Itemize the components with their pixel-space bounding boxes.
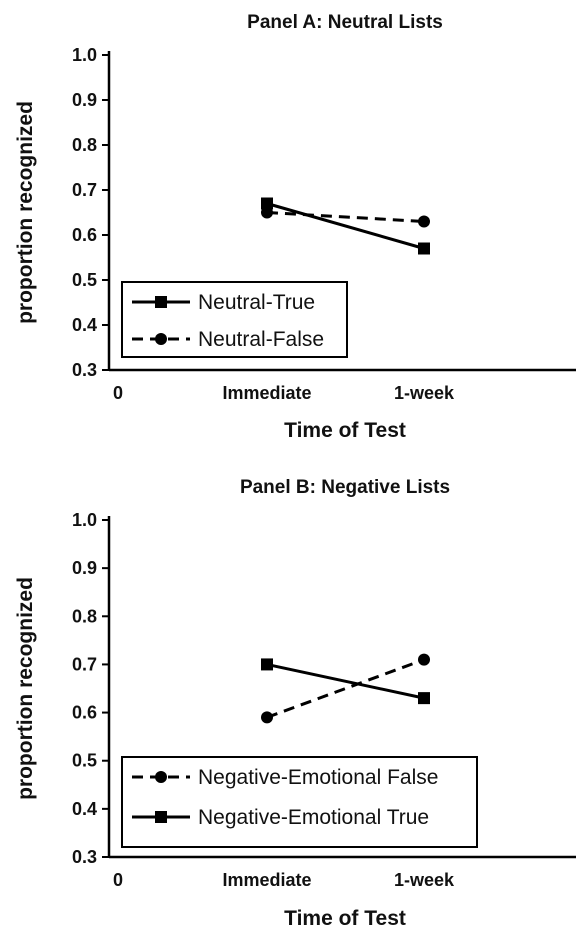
series-line	[266, 658, 425, 719]
x-tick-label: Immediate	[222, 383, 311, 403]
chart-title: Panel A: Neutral Lists	[247, 12, 443, 33]
legend-marker-square	[155, 811, 167, 823]
y-tick-label: 0.7	[72, 654, 97, 674]
legend-label: Neutral-True	[198, 291, 315, 314]
x-axis-title: Time of Test	[284, 907, 406, 930]
x-origin-label: 0	[113, 870, 123, 890]
y-tick-label: 0.8	[72, 606, 97, 626]
series-neutral-true	[261, 197, 430, 255]
legend-marker-circle	[155, 333, 167, 345]
y-tick-label: 0.3	[72, 847, 97, 867]
chart-panel-b: Panel B: Negative Lists 0.3 0.4 0.5 0.6 0.7 0.…	[14, 477, 576, 930]
x-tick-label: Immediate	[222, 870, 311, 890]
data-point-circle	[418, 653, 430, 666]
y-tick-label: 0.9	[72, 558, 97, 578]
legend-label: Negative-Emotional True	[198, 806, 429, 829]
series-line	[266, 202, 425, 250]
legend: Neutral-True Neutral-False	[121, 281, 348, 358]
chart-title: Panel B: Negative Lists	[240, 477, 450, 498]
x-tick-label: 1-week	[394, 383, 455, 403]
legend-marker-circle	[155, 771, 167, 783]
legend-label: Negative-Emotional False	[198, 766, 438, 789]
series-neutral-false	[261, 206, 430, 228]
series-negative-emotional-false	[261, 653, 430, 724]
series-line	[266, 211, 425, 223]
y-tick-label: 0.3	[72, 360, 97, 380]
legend-item: Neutral-False	[132, 328, 324, 351]
y-tick-label: 0.6	[72, 225, 97, 245]
legend-box	[121, 756, 478, 848]
series-line	[266, 662, 425, 700]
data-point-circle	[418, 215, 430, 228]
data-point-square	[261, 658, 273, 671]
data-point-circle	[261, 711, 273, 724]
series-negative-emotional-true	[261, 658, 430, 705]
x-origin-label: 0	[113, 383, 123, 403]
data-point-square	[418, 692, 430, 705]
y-tick-label: 0.7	[72, 180, 97, 200]
x-tick-label: 1-week	[394, 870, 455, 890]
y-tick-label: 0.5	[72, 270, 97, 290]
legend-item: Neutral-True	[132, 291, 315, 314]
y-tick-label: 0.4	[72, 315, 97, 335]
data-point-circle	[261, 206, 273, 219]
y-tick-label: 0.6	[72, 703, 97, 723]
legend-item: Negative-Emotional True	[132, 806, 429, 829]
y-tick-label: 0.4	[72, 799, 97, 819]
x-axis-title: Time of Test	[284, 419, 406, 442]
y-tick-label: 0.8	[72, 135, 97, 155]
chart-panel-a: Panel A: Neutral Lists 0.3 0.4 0.5 0.6 0.7 0.8…	[14, 12, 576, 442]
data-point-square	[261, 197, 273, 210]
y-tick-label: 1.0	[72, 510, 97, 530]
y-axis-title: proportion recognized	[14, 577, 37, 800]
data-point-square	[418, 242, 430, 255]
y-tick-label: 0.5	[72, 751, 97, 771]
legend-marker-square	[155, 296, 167, 308]
legend-item: Negative-Emotional False	[132, 766, 438, 789]
y-tick-label: 0.9	[72, 90, 97, 110]
legend-label: Neutral-False	[198, 328, 324, 351]
y-tick-label: 1.0	[72, 45, 97, 65]
legend: Negative-Emotional False Negative-Emotion…	[121, 756, 478, 848]
y-axis-title: proportion recognized	[14, 101, 37, 324]
